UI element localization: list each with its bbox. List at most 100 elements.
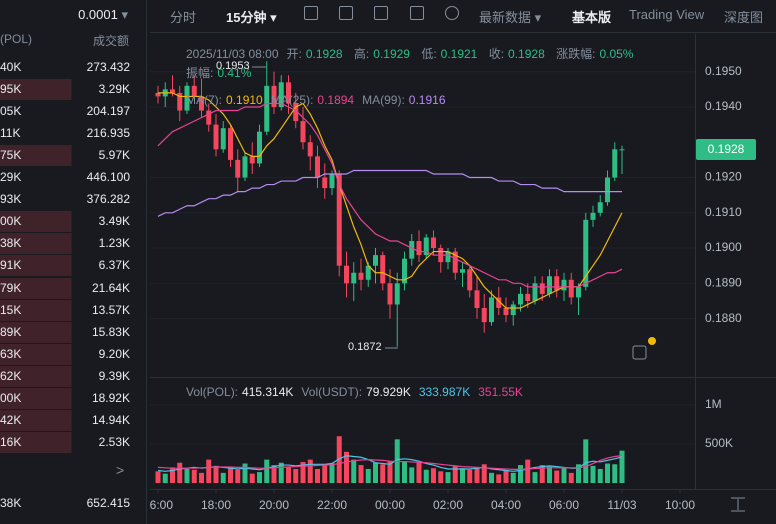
book-row: 29K 446.100 [0,167,130,188]
note-icon[interactable] [632,337,656,360]
volume-bar [518,465,523,483]
icon[interactable] [410,6,424,20]
volume-bar [489,472,494,483]
volume-bar [474,467,480,483]
x-tick-label: 16:00 [143,498,173,512]
icon[interactable] [374,6,388,20]
book-row: 00K 18.92K [0,387,130,409]
candle-body [431,237,436,249]
candle-body [394,283,400,305]
volume-bar [525,459,531,483]
amount: 16K [0,434,22,449]
ohlc-label: 开: [286,47,302,61]
turnover: 5.97K [98,148,130,163]
ohlc-label: 高: [353,47,370,61]
x-tick-label: 18:00 [201,498,231,512]
volume-bar [576,464,581,483]
candle-body [351,272,357,284]
book-row: 15K 13.57K [0,299,130,321]
y-tick-label: 0.1890 [705,275,742,289]
volume-bar [423,469,429,483]
interval[interactable]: 15分钟 [226,7,277,26]
volume-bar [344,451,349,483]
amount: 62K [0,368,22,383]
candle-body [568,279,574,298]
turnover: 376.282 [86,192,130,207]
book-row: 91K 6.37K [0,255,130,277]
candle-body [315,156,320,178]
book-row: 63K 9.20K [0,343,130,365]
volume-bar [162,473,168,483]
footer-row: 38K 652.415 [0,493,130,514]
candle-body [583,219,589,287]
volume-bar [554,470,560,483]
legend-value: 415.314K [242,385,294,399]
legend-name: MA(99) [362,93,405,107]
candle-body [344,265,349,284]
tab[interactable]: 分时 [170,10,197,25]
candle-body [307,142,313,157]
icon[interactable] [339,6,353,20]
turnover: 652.415 [86,496,130,510]
candle-body [597,202,603,213]
amount: 15K [0,302,22,317]
candle-body [358,272,364,280]
turnover: 13.57K [91,302,130,317]
icon[interactable] [304,6,318,20]
volume-bar [409,467,415,483]
candle-body [191,85,197,97]
volume-legend: Vol(POL): 415.314K Vol(USDT): 79.929K 333.98… [186,385,531,399]
candle-body [416,241,422,256]
y-tick-label: 0.1940 [705,99,742,113]
ohlc-value: 0.1929 [373,47,410,61]
candle-body [329,174,335,189]
candle-body [474,290,480,308]
turnover: 9.39K [98,368,130,383]
amount: 38K [0,236,22,251]
candle-body [554,276,560,291]
volume-bar [170,467,175,483]
book-row: 79K 21.64K [0,277,130,299]
volume-bar [184,468,190,483]
candle-body [423,237,429,256]
ohlc-label: 低: [421,47,437,61]
volume-bar [619,450,625,483]
amount: 63K [0,346,22,361]
ma-line [157,102,623,288]
candle-body [155,92,161,97]
volume-bar [510,472,516,483]
legend-name: MA(7) [186,93,222,107]
y-tick-label: 0.1920 [705,170,742,184]
volume-bar [257,472,262,483]
volume-bar [329,463,335,483]
volume-bar [402,461,407,483]
volume-ma-line [157,455,623,470]
candle-body [561,279,567,291]
volume-bar [155,471,161,483]
icon[interactable] [445,6,459,20]
scroll-icon[interactable] [731,497,745,512]
legend-value: 333.987K [418,385,471,399]
more-arrow[interactable]: > [116,462,125,478]
x-tick-label: 22:00 [317,498,347,512]
volume-bar [496,474,502,483]
book-row: 05K 204.197 [0,101,130,122]
volume-bar [220,472,226,483]
amount: 89K [0,324,22,339]
volume-bar [213,465,219,483]
tick-size[interactable]: 0.0001 [78,7,128,23]
amount: 91K [0,258,22,273]
data-menu[interactable]: 最新数据 [479,7,541,26]
candle-body [539,283,545,294]
tab[interactable]: 基本版 [572,10,612,25]
volume-bar [380,464,386,483]
volume-bar [612,464,618,483]
volume-bar [460,468,465,483]
candle-body [170,89,175,93]
tab[interactable]: Trading View [629,7,705,22]
amount: 11K [0,126,21,141]
tab[interactable]: 深度图 [724,10,764,25]
y-tick-label: 0.1910 [705,205,742,219]
legend-label: Vol(POL): [186,385,239,399]
